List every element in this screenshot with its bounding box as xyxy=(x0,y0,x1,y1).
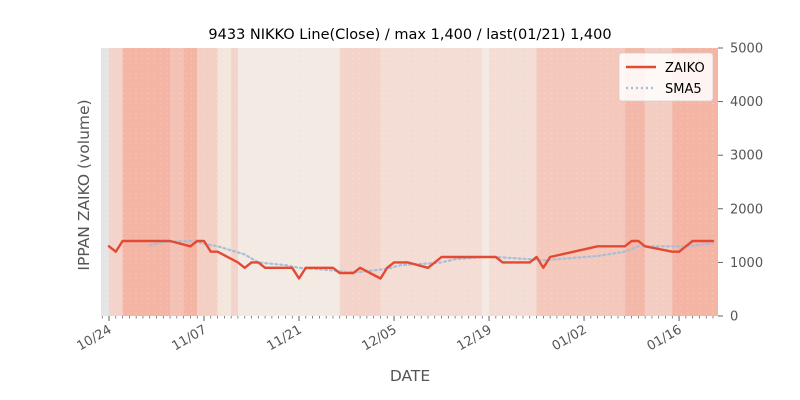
x-tick-label: 11/07 xyxy=(170,322,210,354)
legend: ZAIKO SMA5 xyxy=(618,52,714,102)
background-band-12 xyxy=(489,48,537,316)
series-line-zaiko xyxy=(107,239,715,280)
series-layer xyxy=(107,239,715,280)
x-tick-label: 11/21 xyxy=(265,322,305,354)
background-band-2 xyxy=(122,48,171,316)
y-tick-label: 5000 xyxy=(730,42,763,57)
legend-label-sma5: SMA5 xyxy=(665,82,702,97)
chart-title: 9433 NIKKO Line(Close) / max 1,400 / las… xyxy=(208,27,611,43)
background-bands xyxy=(101,48,718,316)
x-tick-label: 01/02 xyxy=(550,322,590,354)
y-tick-label: 2000 xyxy=(730,202,763,217)
y-tick-label: 4000 xyxy=(730,95,763,110)
y-tick-label: 0 xyxy=(730,310,738,325)
x-tick-label: 10/24 xyxy=(75,322,115,354)
y-axis-label: IPPAN ZAIKO (volume) xyxy=(75,99,93,270)
background-band-4 xyxy=(183,48,198,316)
x-tick-label: 12/19 xyxy=(455,322,495,354)
x-axis-label: DATE xyxy=(390,367,430,385)
x-tick-label: 01/16 xyxy=(645,322,685,354)
background-band-7 xyxy=(231,48,238,316)
background-band-5 xyxy=(197,48,218,316)
background-band-3 xyxy=(170,48,184,316)
background-band-11 xyxy=(482,48,490,316)
x-tick-label: 12/05 xyxy=(360,322,400,354)
background-band-8 xyxy=(237,48,340,316)
legend-label-zaiko: ZAIKO xyxy=(665,61,705,76)
y-tick-label: 3000 xyxy=(730,149,763,164)
y-tick-label: 1000 xyxy=(730,256,763,271)
background-band-0 xyxy=(102,48,109,316)
series-line-sma5 xyxy=(148,239,715,274)
background-band-10 xyxy=(380,48,483,316)
background-band-13 xyxy=(536,48,625,316)
